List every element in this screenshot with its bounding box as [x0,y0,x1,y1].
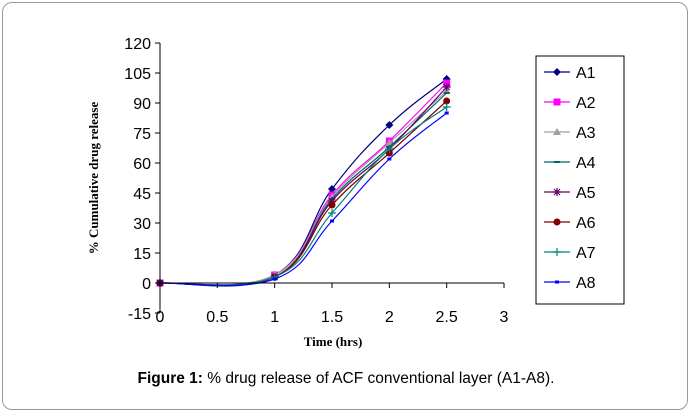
legend-marker-a5 [553,188,561,196]
legend-item-a2: A2 [544,95,596,112]
legend-marker-a3 [553,128,561,135]
x-tick-label: 2 [385,309,394,326]
caption-label: Figure 1: [137,370,203,387]
x-tick-label: 0.5 [206,309,228,326]
data-point-a8 [272,277,277,281]
caption-text: % drug release of ACF conventional layer… [202,370,555,387]
legend-item-a1: A1 [544,65,596,82]
legend-marker-a2 [553,98,561,106]
x-tick-label: 2.5 [436,309,458,326]
series-line-a6 [159,100,448,287]
data-point-a7 [385,145,394,153]
data-point-a5 [442,83,451,91]
x-tick-label: 3 [500,309,509,326]
legend-label: A7 [576,245,596,262]
legend-box [535,55,625,305]
y-tick-label: 120 [124,36,151,53]
data-point-a6 [443,97,451,105]
y-tick-label: 0 [142,276,151,293]
legend-marker-a7 [553,248,561,256]
figure-caption: Figure 1: % drug release of ACF conventi… [0,370,692,388]
data-point-a7 [328,209,336,217]
y-tick-label: 105 [124,66,151,83]
legend-item-a8: A8 [544,275,596,292]
legend-marker-a1 [553,68,561,76]
legend-item-a7: A7 [544,245,596,262]
data-point-a7 [442,103,451,111]
x-tick-label: 0 [156,309,165,326]
series-a7 [156,103,451,287]
legend-label: A2 [576,95,596,112]
y-tick-label: 15 [133,246,151,263]
x-tick-label: 1.5 [321,309,343,326]
y-tick-label: -15 [128,306,151,323]
legend-label: A4 [576,155,596,172]
legend-marker-a8 [555,280,559,284]
y-tick-label: 30 [133,216,151,233]
x-tick-label: 1 [270,309,279,326]
data-point-a1 [385,121,394,129]
legend-item-a5: A5 [544,185,596,202]
x-axis-title: Time (hrs) [304,334,363,349]
legend-label: A5 [576,185,596,202]
series-line-a8 [159,112,448,287]
y-tick-label: 60 [133,156,151,173]
legend-label: A1 [576,65,596,82]
series-a6 [156,97,451,287]
legend-label: A6 [576,215,596,232]
series-a8 [158,111,449,287]
legend-label: A3 [576,125,596,142]
data-point-a6 [328,201,336,209]
legend-item-a4: A4 [544,155,596,172]
y-tick-label: 45 [133,186,151,203]
series-a5 [156,83,451,287]
data-point-a8 [330,219,334,223]
data-point-a3 [385,139,394,146]
data-point-a8 [387,157,392,161]
y-tick-label: 75 [133,126,151,143]
y-axis-title: % Cumulative drug release [86,102,101,255]
legend-label: A8 [576,275,596,292]
chart: -15 0 15 30 45 60 75 90 105 120 0 0.5 1 1.5 2 2.5 3 A1 A2… [86,36,625,349]
legend-item-a3: A3 [544,125,596,142]
y-tick-label: 90 [133,96,151,113]
legend-item-a6: A6 [544,215,596,232]
data-point-a8 [444,111,449,115]
data-point-a5 [328,197,336,205]
series-a4 [157,92,450,287]
legend-marker-a6 [553,218,561,226]
series-line-a4 [159,92,448,287]
data-point-a1 [328,185,336,193]
